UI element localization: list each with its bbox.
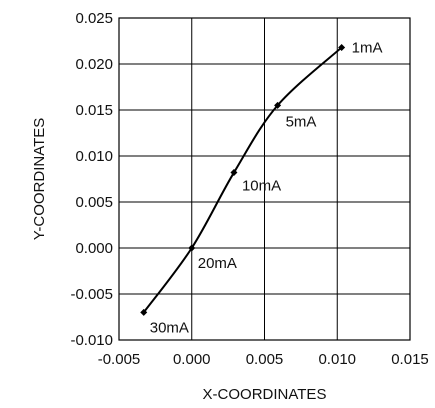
data-point-label: 5mA [286, 113, 317, 130]
data-point-marker [274, 101, 282, 109]
y-tick-label: 0.020 [75, 56, 113, 73]
y-tick-label: 0.025 [75, 10, 113, 27]
data-point-label: 1mA [352, 39, 383, 56]
data-point-marker [230, 169, 238, 177]
data-point-label: 10mA [242, 178, 281, 195]
y-tick-label: 0.005 [75, 194, 113, 211]
data-point-label: 20mA [198, 255, 237, 272]
y-tick-label: 0.000 [75, 240, 113, 257]
x-tick-labels: -0.005 0.000 0.005 0.010 0.015 [98, 351, 429, 368]
data-point-marker [140, 308, 148, 316]
data-point-label: 30mA [150, 319, 189, 336]
y-tick-label: 0.015 [75, 102, 113, 119]
y-tick-label: 0.010 [75, 148, 113, 165]
y-tick-label: -0.005 [70, 286, 113, 303]
y-tick-labels: -0.010 -0.005 0.000 0.005 0.010 0.015 0.020 0.0… [70, 10, 113, 349]
x-tick-label: 0.010 [318, 351, 356, 368]
x-tick-label: 0.015 [391, 351, 429, 368]
plot-area-frame [118, 17, 411, 341]
data-point-marker [188, 244, 196, 252]
x-tick-label: 0.005 [246, 351, 284, 368]
data-point-marker [338, 43, 346, 51]
y-tick-label: -0.010 [70, 332, 113, 349]
x-axis-title: X-COORDINATES [203, 386, 327, 403]
series-markers [140, 43, 346, 316]
x-tick-label: 0.000 [173, 351, 211, 368]
x-tick-label: -0.005 [98, 351, 141, 368]
point-labels: 30mA 20mA 10mA 5mA 1mA [150, 39, 383, 336]
y-axis-title: Y-COORDINATES [31, 118, 48, 241]
